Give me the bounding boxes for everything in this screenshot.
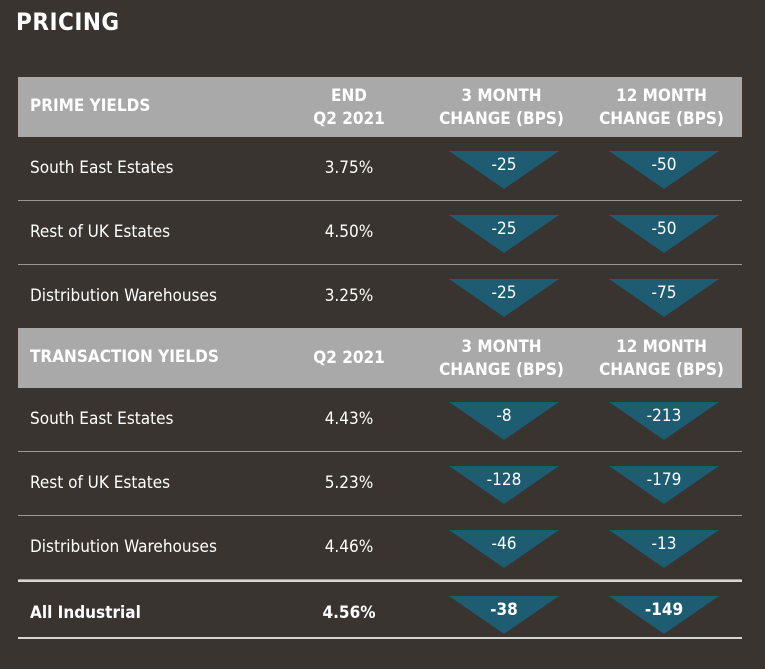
table-row: Rest of UK Estates 4.50% -25 -50 <box>18 201 742 265</box>
change-value: -25 <box>491 155 517 175</box>
three-month-header: 3 MONTH CHANGE (BPS) <box>428 85 575 131</box>
down-arrow-icon <box>449 402 559 440</box>
table-row: Rest of UK Estates 5.23% -128 -179 <box>18 452 742 516</box>
down-arrow-icon <box>609 596 719 634</box>
down-arrow-icon <box>449 151 559 189</box>
down-arrow-icon <box>449 530 559 568</box>
change-value: -149 <box>644 600 684 620</box>
change-value: -13 <box>651 534 677 554</box>
row-value: 4.50% <box>324 222 374 242</box>
three-month-change: -25 <box>449 279 559 317</box>
table-row: Distribution Warehouses 4.46% -46 -13 <box>18 516 742 580</box>
change-value: -50 <box>651 155 677 175</box>
row-value: 4.56% <box>322 603 376 623</box>
q2-header: Q2 2021 <box>313 348 385 368</box>
three-month-change: -25 <box>449 215 559 253</box>
twelve-month-change: -179 <box>609 466 719 504</box>
down-arrow-icon <box>609 279 719 317</box>
three-month-header: 3 MONTH CHANGE (BPS) <box>428 336 575 382</box>
change-bps-label: CHANGE (BPS) <box>439 109 564 129</box>
prime-yields-header: PRIME YIELDS END Q2 2021 3 MONTH CHANGE … <box>18 77 742 137</box>
twelve-month-change: -75 <box>609 279 719 317</box>
twelve-month-change: -213 <box>609 402 719 440</box>
down-arrow-icon <box>609 402 719 440</box>
prime-yields-label: PRIME YIELDS <box>30 96 151 116</box>
twelve-month-change: -149 <box>609 596 719 634</box>
pricing-table: PRIME YIELDS END Q2 2021 3 MONTH CHANGE … <box>18 77 742 645</box>
change-value: -25 <box>491 283 517 303</box>
row-name: South East Estates <box>30 409 174 429</box>
table-row: South East Estates 3.75% -25 -50 <box>18 137 742 201</box>
down-arrow-icon <box>449 215 559 253</box>
twelve-month-header: 12 MONTH CHANGE (BPS) <box>588 336 735 382</box>
down-arrow-icon <box>609 530 719 568</box>
twelve-month-header: 12 MONTH CHANGE (BPS) <box>588 85 735 131</box>
twelve-month-change: -50 <box>609 151 719 189</box>
row-value: 5.23% <box>324 473 374 493</box>
three-month-change: -38 <box>449 596 559 634</box>
twelve-month-label: 12 MONTH <box>616 86 707 106</box>
change-value: -46 <box>491 534 517 554</box>
change-bps-label: CHANGE (BPS) <box>599 360 724 380</box>
change-value: -179 <box>646 470 682 490</box>
transaction-yields-label: TRANSACTION YIELDS <box>30 347 219 367</box>
row-value: 4.43% <box>324 409 374 429</box>
change-value: -128 <box>486 470 522 490</box>
q2-label: Q2 2021 <box>313 109 385 129</box>
down-arrow-icon <box>609 215 719 253</box>
twelve-month-change: -50 <box>609 215 719 253</box>
end-q2-header: END Q2 2021 <box>298 85 400 131</box>
change-bps-label: CHANGE (BPS) <box>599 109 724 129</box>
change-value: -25 <box>491 219 517 239</box>
twelve-month-change: -13 <box>609 530 719 568</box>
change-bps-label: CHANGE (BPS) <box>439 360 564 380</box>
change-value: -213 <box>646 406 682 426</box>
total-row: All Industrial 4.56% -38 -149 <box>18 580 742 645</box>
change-value: -50 <box>651 219 677 239</box>
down-arrow-icon <box>449 596 559 634</box>
change-value: -38 <box>490 600 518 620</box>
three-month-change: -46 <box>449 530 559 568</box>
three-month-change: -25 <box>449 151 559 189</box>
three-month-label: 3 MONTH <box>461 337 542 357</box>
row-value: 4.46% <box>324 537 374 557</box>
down-arrow-icon <box>449 279 559 317</box>
table-row: South East Estates 4.43% -8 -213 <box>18 388 742 452</box>
down-arrow-icon <box>449 466 559 504</box>
three-month-change: -128 <box>449 466 559 504</box>
row-name: Rest of UK Estates <box>30 222 171 242</box>
page-title: PRICING <box>16 8 120 36</box>
change-value: -75 <box>651 283 677 303</box>
row-name: Rest of UK Estates <box>30 473 171 493</box>
three-month-label: 3 MONTH <box>461 86 542 106</box>
down-arrow-icon <box>609 466 719 504</box>
row-name: All Industrial <box>30 603 141 623</box>
change-value: -8 <box>496 406 512 426</box>
table-row: Distribution Warehouses 3.25% -25 -75 <box>18 265 742 328</box>
down-arrow-icon <box>609 151 719 189</box>
twelve-month-label: 12 MONTH <box>616 337 707 357</box>
table-bottom-divider <box>18 637 742 639</box>
row-value: 3.75% <box>324 158 374 178</box>
row-value: 3.25% <box>324 286 374 306</box>
row-name: South East Estates <box>30 158 174 178</box>
three-month-change: -8 <box>449 402 559 440</box>
transaction-yields-header: TRANSACTION YIELDS Q2 2021 3 MONTH CHANG… <box>18 328 742 388</box>
end-label: END <box>331 86 367 106</box>
row-name: Distribution Warehouses <box>30 286 217 306</box>
row-name: Distribution Warehouses <box>30 537 217 557</box>
